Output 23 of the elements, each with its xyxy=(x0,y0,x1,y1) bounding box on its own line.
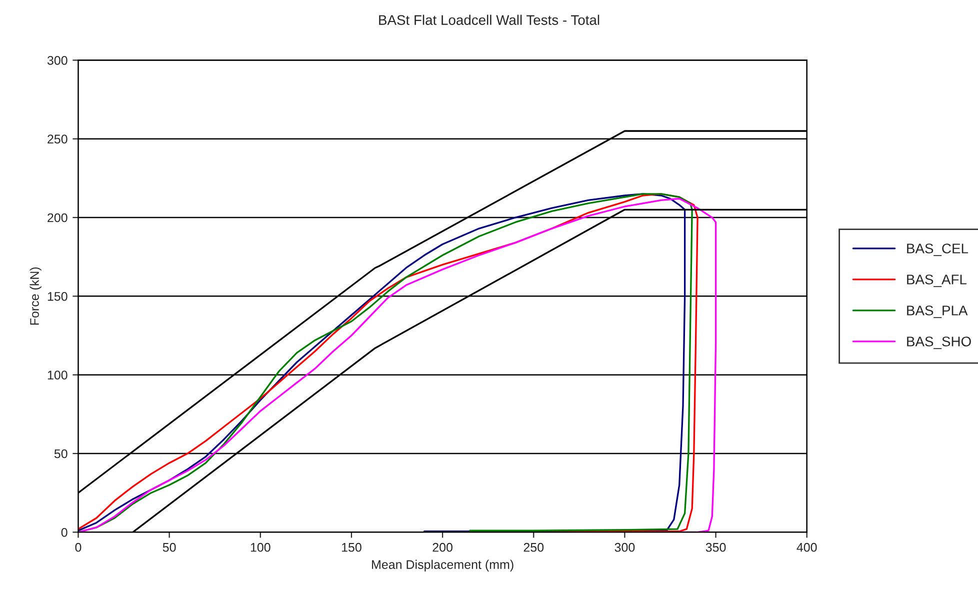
legend-label: BAS_PLA xyxy=(907,306,968,318)
x-tick-label: 350 xyxy=(706,542,726,552)
y-tick-label: 0 xyxy=(61,528,68,537)
y-tick-label: 200 xyxy=(48,213,68,222)
y-tick-label: 50 xyxy=(54,449,68,458)
x-tick-label: 300 xyxy=(614,542,635,552)
x-tick-label: 150 xyxy=(342,542,362,552)
chart-title: BASt Flat Loadcell Wall Tests - Total xyxy=(379,14,600,25)
y-axis-title: Force (kN) xyxy=(30,267,42,325)
legend-label: BAS_CEL xyxy=(907,244,968,256)
x-tick-label: 250 xyxy=(524,542,544,552)
y-tick-label: 100 xyxy=(48,370,68,380)
x-axis-title: Mean Displacement (mm) xyxy=(372,560,514,572)
x-tick-label: 200 xyxy=(432,542,452,552)
x-tick-label: 400 xyxy=(796,542,817,552)
y-tick-label: 150 xyxy=(48,292,68,301)
legend-label: BAS_AFL xyxy=(907,274,966,288)
x-tick-label: 50 xyxy=(162,542,176,552)
legend-label: BAS_SHO xyxy=(907,336,971,350)
x-tick-label: 0 xyxy=(75,542,82,552)
y-tick-label: 250 xyxy=(48,134,68,144)
y-tick-label: 300 xyxy=(47,56,68,65)
x-tick-label: 100 xyxy=(250,542,270,552)
